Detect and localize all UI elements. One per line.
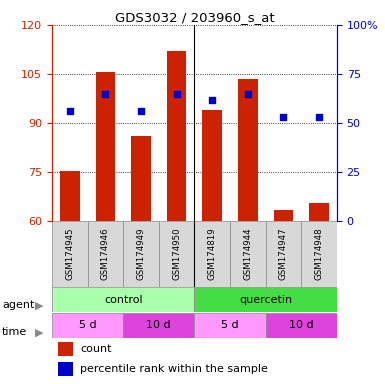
- FancyBboxPatch shape: [230, 221, 266, 287]
- Point: [316, 114, 322, 120]
- Text: ▶: ▶: [35, 327, 43, 337]
- Text: GSM174947: GSM174947: [279, 228, 288, 280]
- Bar: [238, 79, 258, 221]
- Text: GSM174946: GSM174946: [101, 228, 110, 280]
- Bar: [58, 362, 73, 376]
- Bar: [203, 110, 222, 221]
- FancyBboxPatch shape: [301, 221, 337, 287]
- Text: 5 d: 5 d: [221, 320, 239, 330]
- Point: [245, 91, 251, 97]
- Bar: [274, 210, 293, 221]
- Text: agent: agent: [2, 300, 34, 310]
- Text: GSM174945: GSM174945: [65, 228, 74, 280]
- FancyBboxPatch shape: [88, 221, 123, 287]
- FancyBboxPatch shape: [194, 221, 230, 287]
- Point: [174, 91, 180, 97]
- Text: 5 d: 5 d: [79, 320, 96, 330]
- Bar: [131, 136, 151, 221]
- Text: GSM174819: GSM174819: [208, 228, 217, 280]
- Text: control: control: [104, 295, 142, 305]
- Point: [102, 91, 109, 97]
- Point: [209, 96, 215, 103]
- Text: GSM174944: GSM174944: [243, 228, 252, 280]
- Text: GSM174949: GSM174949: [137, 228, 146, 280]
- FancyBboxPatch shape: [159, 221, 194, 287]
- Point: [280, 114, 286, 120]
- Text: 10 d: 10 d: [289, 320, 313, 330]
- Bar: [167, 51, 186, 221]
- FancyBboxPatch shape: [266, 313, 337, 338]
- Point: [138, 108, 144, 114]
- FancyBboxPatch shape: [266, 221, 301, 287]
- Text: count: count: [80, 344, 112, 354]
- FancyBboxPatch shape: [123, 313, 194, 338]
- FancyBboxPatch shape: [52, 287, 194, 312]
- Text: GSM174950: GSM174950: [172, 228, 181, 280]
- Text: ▶: ▶: [35, 300, 43, 310]
- Bar: [95, 73, 115, 221]
- Text: percentile rank within the sample: percentile rank within the sample: [80, 364, 268, 374]
- Bar: [58, 342, 73, 356]
- Title: GDS3032 / 203960_s_at: GDS3032 / 203960_s_at: [115, 11, 274, 24]
- Bar: [60, 170, 80, 221]
- Bar: [309, 203, 329, 221]
- Text: GSM174948: GSM174948: [315, 228, 323, 280]
- Text: 10 d: 10 d: [147, 320, 171, 330]
- FancyBboxPatch shape: [52, 221, 88, 287]
- FancyBboxPatch shape: [52, 313, 123, 338]
- FancyBboxPatch shape: [194, 313, 266, 338]
- Text: time: time: [2, 327, 27, 337]
- FancyBboxPatch shape: [194, 287, 337, 312]
- Text: quercetin: quercetin: [239, 295, 292, 305]
- FancyBboxPatch shape: [123, 221, 159, 287]
- Point: [67, 108, 73, 114]
